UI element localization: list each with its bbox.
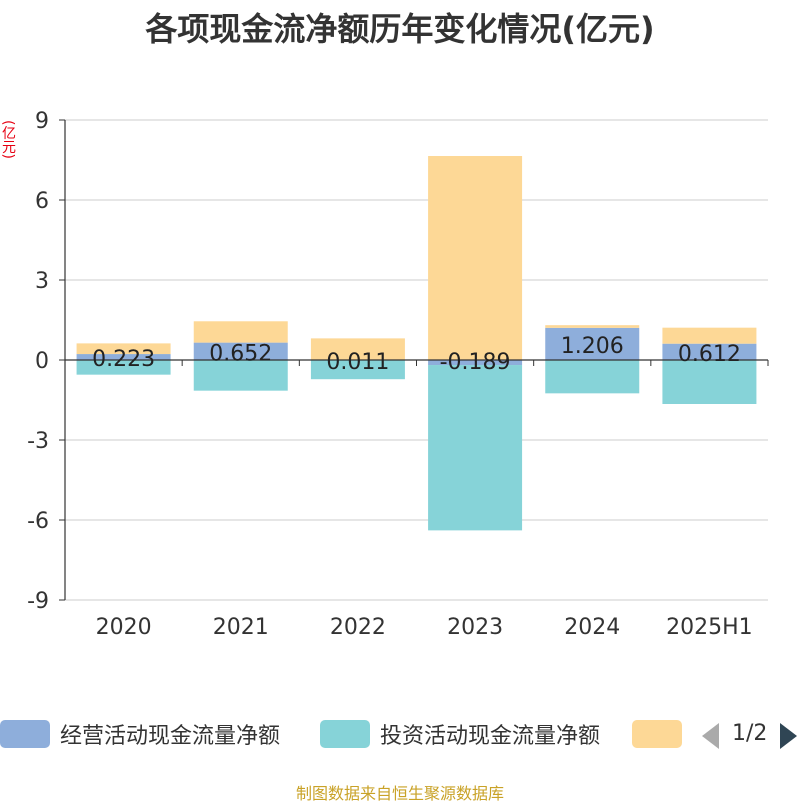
y-axis-label: (亿元): [0, 120, 16, 159]
bar-segment: [545, 325, 640, 328]
legend-label: 投资活动现金流量净额: [380, 724, 601, 749]
x-tick-label: 2020: [96, 615, 152, 640]
legend-page-indicator: 1/2: [732, 721, 768, 746]
bar-segment: [428, 365, 523, 531]
legend-item-investing[interactable]: 投资活动现金流量净额: [320, 718, 600, 750]
bar-segment: [76, 360, 171, 375]
y-tick-label: 0: [35, 349, 49, 374]
data-label: 1.206: [561, 334, 624, 359]
y-tick-label: -3: [27, 429, 49, 454]
bar-segment: [193, 342, 288, 360]
x-tick-label: 2022: [330, 615, 386, 640]
legend-item-operating[interactable]: 经营活动现金流量净额: [0, 718, 280, 750]
triangle-left-icon[interactable]: [702, 723, 719, 749]
bar-segment: [193, 360, 288, 391]
data-label: 0.652: [209, 341, 272, 366]
legend: 经营活动现金流量净额 投资活动现金流量净额: [0, 718, 800, 754]
bar-segment: [428, 156, 523, 360]
data-label: 0.223: [92, 347, 155, 372]
y-tick-label: 9: [35, 109, 49, 134]
bar-segment: [545, 327, 640, 360]
data-label: 0.612: [678, 342, 741, 367]
legend-swatch: [320, 720, 370, 748]
triangle-right-icon[interactable]: [780, 723, 797, 749]
y-tick-label: 3: [35, 269, 49, 294]
chart-title: 各项现金流净额历年变化情况(亿元): [145, 10, 655, 48]
data-label: -0.189: [440, 350, 511, 375]
source-note: 制图数据来自恒生聚源数据库: [295, 784, 504, 803]
x-tick-label: 2024: [564, 615, 620, 640]
bar-segment: [310, 338, 405, 360]
x-tick-label: 2021: [213, 615, 269, 640]
y-tick-label: -6: [27, 509, 49, 534]
bar-segment: [76, 354, 171, 360]
bar-segment: [428, 360, 523, 366]
legend-label: 经营活动现金流量净额: [60, 724, 281, 749]
legend-swatch: [632, 720, 682, 748]
data-label: 0.011: [326, 350, 389, 375]
bar-segment: [76, 343, 171, 355]
bar-segment: [662, 343, 757, 360]
bar-segment: [193, 321, 288, 343]
bar-segment: [662, 327, 757, 344]
bar-segment: [545, 360, 640, 394]
x-tick-label: 2023: [447, 615, 503, 640]
x-tick-label: 2025H1: [666, 615, 753, 640]
legend-pager: 1/2: [700, 720, 800, 752]
legend-swatch: [0, 720, 50, 748]
bar-segment: [310, 360, 405, 380]
y-tick-label: 6: [35, 189, 49, 214]
bar-segment: [662, 360, 757, 404]
legend-item-financing[interactable]: [632, 718, 692, 750]
y-tick-label: -9: [27, 589, 49, 614]
chart-svg: 9 6 3 0 -3 -6 -9 0.223 0.652 0.011 -0.189 1.206 0.61…: [27, 109, 769, 640]
